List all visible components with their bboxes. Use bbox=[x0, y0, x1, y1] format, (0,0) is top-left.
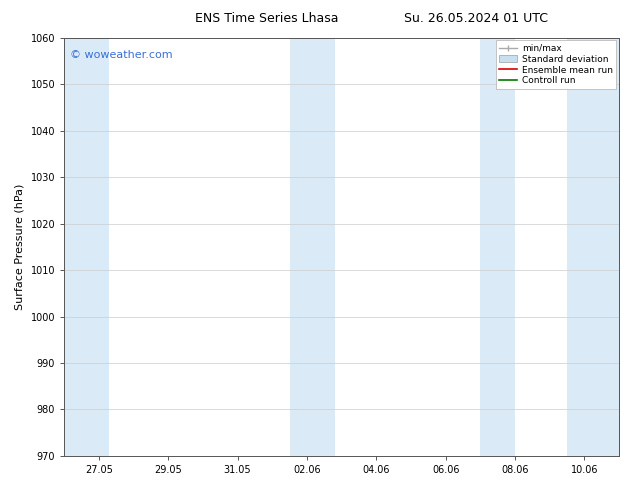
Y-axis label: Surface Pressure (hPa): Surface Pressure (hPa) bbox=[15, 184, 25, 310]
Legend: min/max, Standard deviation, Ensemble mean run, Controll run: min/max, Standard deviation, Ensemble me… bbox=[496, 40, 616, 89]
Bar bbox=[567, 38, 619, 456]
Bar bbox=[290, 38, 335, 456]
Text: Su. 26.05.2024 01 UTC: Su. 26.05.2024 01 UTC bbox=[403, 12, 548, 25]
Bar bbox=[481, 38, 515, 456]
Bar bbox=[64, 38, 109, 456]
Text: © woweather.com: © woweather.com bbox=[70, 50, 172, 60]
Text: ENS Time Series Lhasa: ENS Time Series Lhasa bbox=[195, 12, 338, 25]
